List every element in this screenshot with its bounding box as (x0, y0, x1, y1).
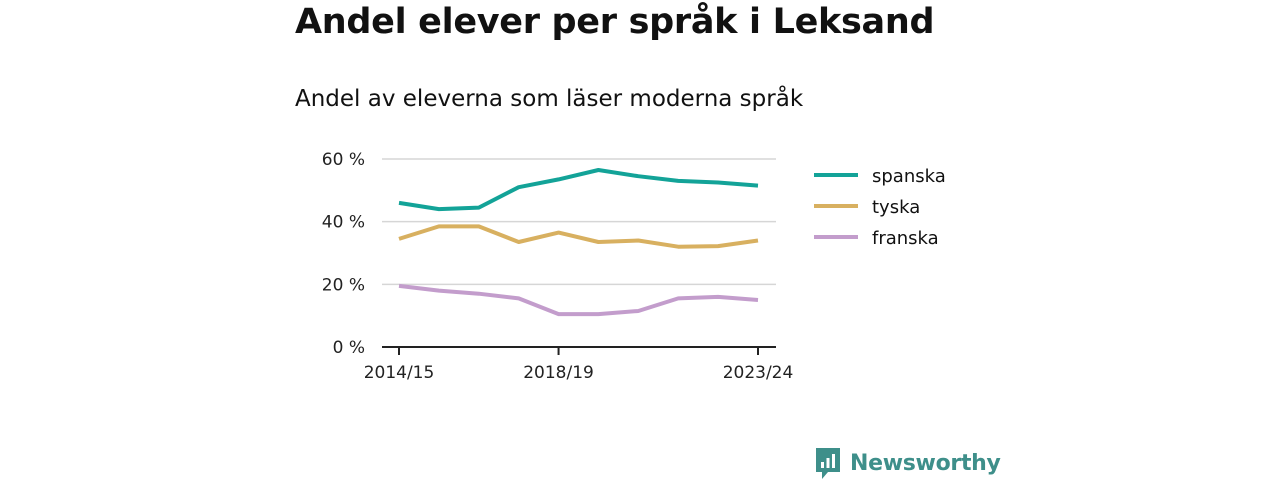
brand: Newsworthy (814, 446, 1001, 480)
series-line-tyska (398, 224, 759, 249)
y-tick-label: 0 % (333, 338, 365, 358)
y-tick-label: 20 % (322, 275, 365, 295)
x-tick-label: 2023/24 (723, 363, 794, 383)
legend-label-tyska: tyska (872, 197, 920, 218)
x-tick-label: 2018/19 (523, 363, 594, 383)
line-chart: 0 % 20 % 40 % 60 % 2014/15 2018/19 2023/24 spa… (322, 150, 946, 383)
legend: spanska tyska franska (814, 166, 946, 249)
brand-name: Newsworthy (850, 450, 1001, 476)
x-tick-label: 2014/15 (364, 363, 435, 383)
y-tick-label: 60 % (322, 150, 365, 170)
chart-title: Andel elever per språk i Leksand (295, 2, 935, 42)
grid-lines (382, 158, 776, 286)
series-lines (398, 168, 759, 317)
y-tick-label: 40 % (322, 213, 365, 233)
legend-label-spanska: spanska (872, 166, 946, 187)
bar-chart-logo-icon (816, 448, 840, 479)
chart-subtitle: Andel av eleverna som läser moderna språ… (295, 86, 804, 112)
series-line-franska (398, 283, 759, 317)
axes: 0 % 20 % 40 % 60 % 2014/15 2018/19 2023/24 (322, 150, 794, 383)
series-line-spanska (398, 168, 759, 212)
legend-label-franska: franska (872, 228, 939, 249)
